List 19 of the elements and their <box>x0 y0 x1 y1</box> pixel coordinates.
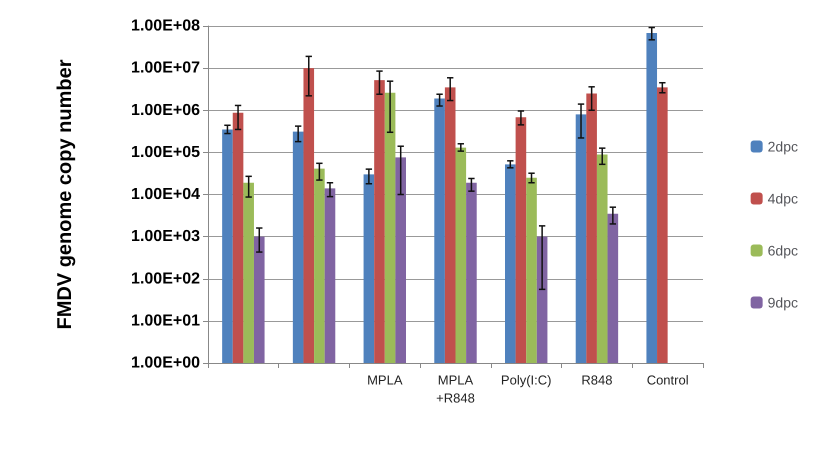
y-tick-label: 1.00E+04 <box>131 186 200 203</box>
y-tick-label: 1.00E+06 <box>131 102 200 119</box>
y-tick-label: 1.00E+01 <box>131 312 200 330</box>
y-tick-label: 1.00E+00 <box>131 354 200 372</box>
legend-label: 6dpc <box>768 242 798 258</box>
y-tick-label: 1.00E+07 <box>131 60 200 77</box>
y-tick-label: 1.00E+08 <box>131 18 200 34</box>
legend-label: 4dpc <box>768 190 798 206</box>
x-tick-label: MPLA +R848 <box>436 372 475 406</box>
y-axis-title: FMDV genome copy number <box>54 59 76 330</box>
legend-label: 2dpc <box>768 138 798 154</box>
y-tick-label: 1.00E+02 <box>131 270 200 288</box>
y-tick-label: 1.00E+03 <box>131 228 200 246</box>
x-tick-label: Poly(I:C) <box>500 372 552 388</box>
x-tick-label: MPLA <box>367 372 403 388</box>
x-tick-label: R848 <box>581 372 612 388</box>
y-tick-label: 1.00E+05 <box>131 144 200 161</box>
x-tick-label: Control <box>646 372 689 388</box>
legend-label: 9dpc <box>768 294 798 310</box>
